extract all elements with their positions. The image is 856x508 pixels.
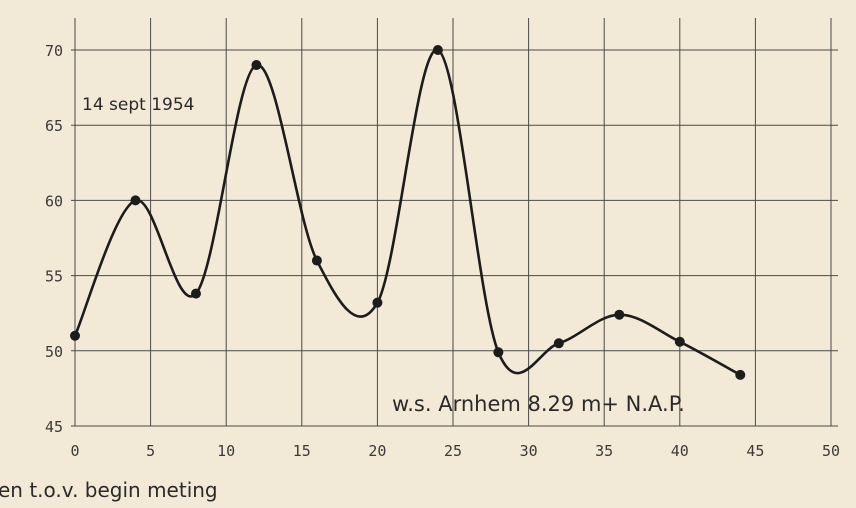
y-tick-label: 60 <box>45 192 63 210</box>
x-tick-label: 40 <box>671 442 689 460</box>
y-tick-label: 55 <box>45 268 63 286</box>
x-tick-label: 0 <box>70 442 79 460</box>
x-tick-label: 35 <box>595 442 613 460</box>
data-point <box>674 336 685 347</box>
date-annotation: 14 sept 1954 <box>82 95 194 115</box>
y-tick-label: 45 <box>45 418 63 436</box>
data-point <box>372 297 383 308</box>
x-axis-label: en t.o.v. begin meting <box>0 478 218 502</box>
data-point <box>553 338 564 349</box>
data-point <box>311 255 322 266</box>
x-tick-label: 10 <box>217 442 235 460</box>
x-tick-label: 25 <box>444 442 462 460</box>
data-series-line <box>73 48 742 377</box>
data-point <box>190 288 201 299</box>
data-point <box>493 347 504 358</box>
data-point <box>735 369 746 380</box>
data-point <box>432 45 443 55</box>
y-tick-label: 70 <box>45 42 63 60</box>
data-point <box>70 330 80 341</box>
data-points <box>70 45 746 380</box>
data-point <box>130 195 141 206</box>
station-annotation: w.s. Arnhem 8.29 m+ N.A.P. <box>392 392 685 416</box>
x-tick-label: 30 <box>520 442 538 460</box>
tick-labels: 0 5 10 15 20 25 30 35 40 45 50 45 50 55 60 65 70 <box>45 42 840 460</box>
y-tick-label: 50 <box>45 343 63 361</box>
data-point <box>614 309 625 320</box>
x-tick-label: 15 <box>293 442 311 460</box>
x-tick-label: 20 <box>368 442 386 460</box>
x-tick-label: 50 <box>822 442 840 460</box>
data-point <box>251 60 262 71</box>
y-tick-label: 65 <box>45 117 63 135</box>
x-tick-label: 5 <box>146 442 155 460</box>
x-tick-label: 45 <box>746 442 764 460</box>
grid <box>71 18 838 427</box>
